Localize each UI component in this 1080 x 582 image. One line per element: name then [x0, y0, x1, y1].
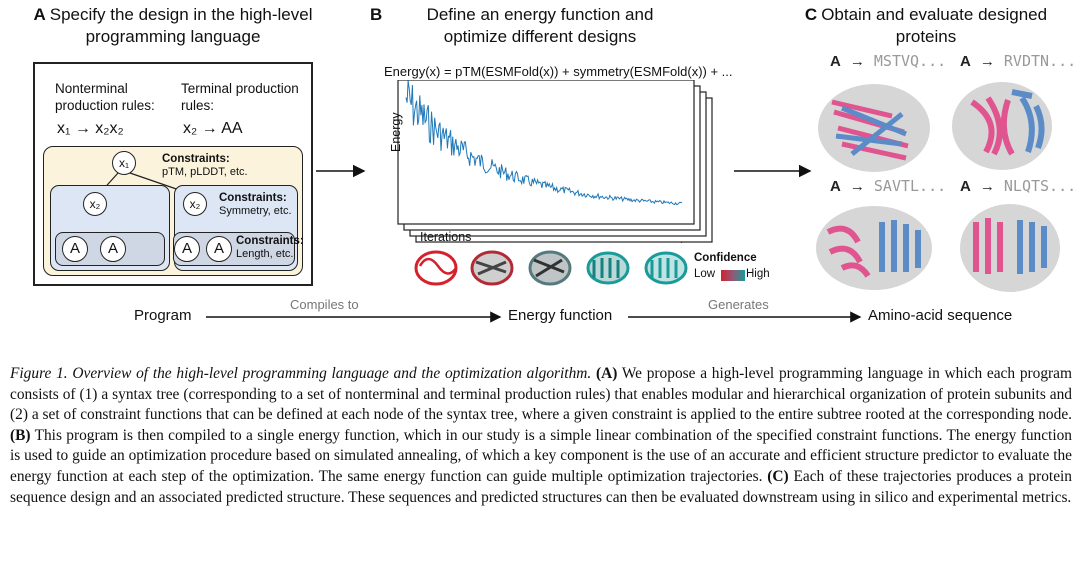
caption-tag-a: (A): [596, 365, 618, 382]
design-2-chain: A: [960, 53, 971, 70]
structure-design-4: [960, 204, 1060, 292]
constraint-leaf: Constraints: Length, etc.: [236, 235, 304, 261]
tree-node-left: x₂: [83, 192, 107, 216]
designed-structures: [816, 82, 1060, 292]
design-3-chain: A: [830, 178, 841, 195]
structure-design-3: [816, 206, 932, 290]
nonterminal-label: Nonterminal production rules:: [55, 81, 155, 113]
tree-node-right: x₂: [183, 192, 207, 216]
constraint-leaf-title: Constraints:: [236, 235, 304, 247]
figure-caption: Figure 1. Overview of the high-level pro…: [10, 364, 1072, 508]
syntax-subtree-right: x₂ Constraints: Symmetry, etc. A A Constr…: [173, 185, 304, 271]
syntax-tree-root-region: x₁ Constraints: pTM, pLDDT, etc. x₂ A A x…: [43, 146, 304, 276]
panel-b-title-text: Define an energy function and optimize d…: [426, 5, 654, 46]
design-3-seq: SAVTL...: [873, 177, 947, 195]
terminal-label: Terminal production rules:: [181, 81, 299, 113]
panel-c-title-text: Obtain and evaluate designed proteins: [821, 5, 1048, 46]
structure-thumbnail-1: [414, 250, 458, 286]
constraint-root-title: Constraints:: [162, 153, 230, 165]
structure-design-2: [952, 82, 1052, 170]
design-2-sequence: A → RVDTN...: [960, 52, 1077, 70]
syntax-subtree-left: x₂ A A: [50, 185, 170, 271]
confidence-legend-title: Confidence: [694, 252, 757, 264]
caption-tag-c: (C): [767, 467, 789, 485]
structure-thumbnail-3: [528, 250, 572, 286]
panel-c-letter: C: [804, 5, 818, 24]
caption-label: Figure 1. Overview of the high-level pro…: [10, 365, 592, 382]
constraint-root-body: pTM, pLDDT, etc.: [162, 166, 248, 178]
caption-part-b: This program is then compiled to a singl…: [10, 426, 1072, 485]
caption-part-a: We propose a high-level programming lang…: [10, 365, 1072, 424]
energy-plot-frame: [397, 79, 695, 225]
energy-axis-label: Energy: [389, 112, 403, 152]
constraint-mid-body: Symmetry, etc.: [219, 205, 292, 217]
nonterminal-rule: x₁ → x₂x₂: [57, 120, 124, 137]
leaf-group-left: A A: [55, 232, 165, 266]
leaf-node: A: [62, 236, 88, 262]
trajectory-structures: [414, 250, 688, 286]
constraint-leaf-body: Length, etc.: [236, 248, 294, 260]
structure-thumbnail-5: [644, 251, 688, 285]
panel-b-letter: B: [370, 5, 383, 24]
design-1-chain: A: [830, 53, 841, 70]
tree-node-root: x₁: [112, 151, 136, 175]
constraint-mid: Constraints: Symmetry, etc.: [219, 192, 292, 218]
iterations-axis-label: Iterations: [420, 230, 472, 244]
structure-design-1: [818, 84, 930, 172]
leaf-node: A: [100, 236, 126, 262]
structure-thumbnail-4: [586, 251, 630, 285]
energy-equation: Energy(x) = pTM(ESMFold(x)) + symmetry(E…: [384, 64, 733, 79]
energy-plot-svg: [397, 79, 713, 243]
constraint-root: Constraints: pTM, pLDDT, etc.: [162, 153, 248, 179]
caption-part-c: Each of these trajectories produces a pr…: [10, 467, 1072, 506]
flow-energy-function: Energy function: [508, 307, 613, 324]
design-4-seq: NLQTS...: [1003, 177, 1077, 195]
energy-trace-line: [405, 80, 683, 206]
design-1-sequence: A → MSTVQ...: [830, 52, 947, 70]
confidence-colorbar: [721, 270, 745, 281]
confidence-low-label: Low: [694, 268, 716, 280]
design-4-chain: A: [960, 178, 971, 195]
design-4-sequence: A → NLQTS...: [960, 177, 1077, 195]
caption-tag-b: (B): [10, 426, 31, 444]
panel-a-title-text: Specify the design in the high-level pro…: [49, 5, 313, 46]
flow-amino-acid-sequence: Amino-acid sequence: [868, 307, 1013, 324]
energy-plot: [392, 79, 722, 250]
panel-b-title: B Define an energy function and optimize …: [370, 4, 710, 48]
panel-a-title: A Specify the design in the high-level pr…: [8, 4, 338, 48]
structure-thumbnail-2: [470, 250, 514, 286]
confidence-high-label: High: [746, 268, 770, 280]
leaf-node: A: [206, 236, 232, 262]
design-3-sequence: A → SAVTL...: [830, 177, 947, 195]
terminal-rule: x₂ → AA: [183, 120, 243, 137]
design-2-seq: RVDTN...: [1003, 52, 1077, 70]
flow-program: Program: [134, 307, 192, 324]
constraint-mid-title: Constraints:: [219, 192, 287, 204]
program-box: Nonterminal production rules: Terminal p…: [33, 62, 313, 286]
design-1-seq: MSTVQ...: [873, 52, 947, 70]
flow-compiles-to: Compiles to: [290, 297, 359, 312]
leaf-node: A: [174, 236, 200, 262]
panel-a-letter: A: [33, 5, 46, 24]
panel-c-title: C Obtain and evaluate designed proteins: [776, 4, 1076, 48]
leaf-group-right: A A Constraints: Length, etc.: [173, 232, 304, 266]
flow-generates: Generates: [708, 297, 769, 312]
